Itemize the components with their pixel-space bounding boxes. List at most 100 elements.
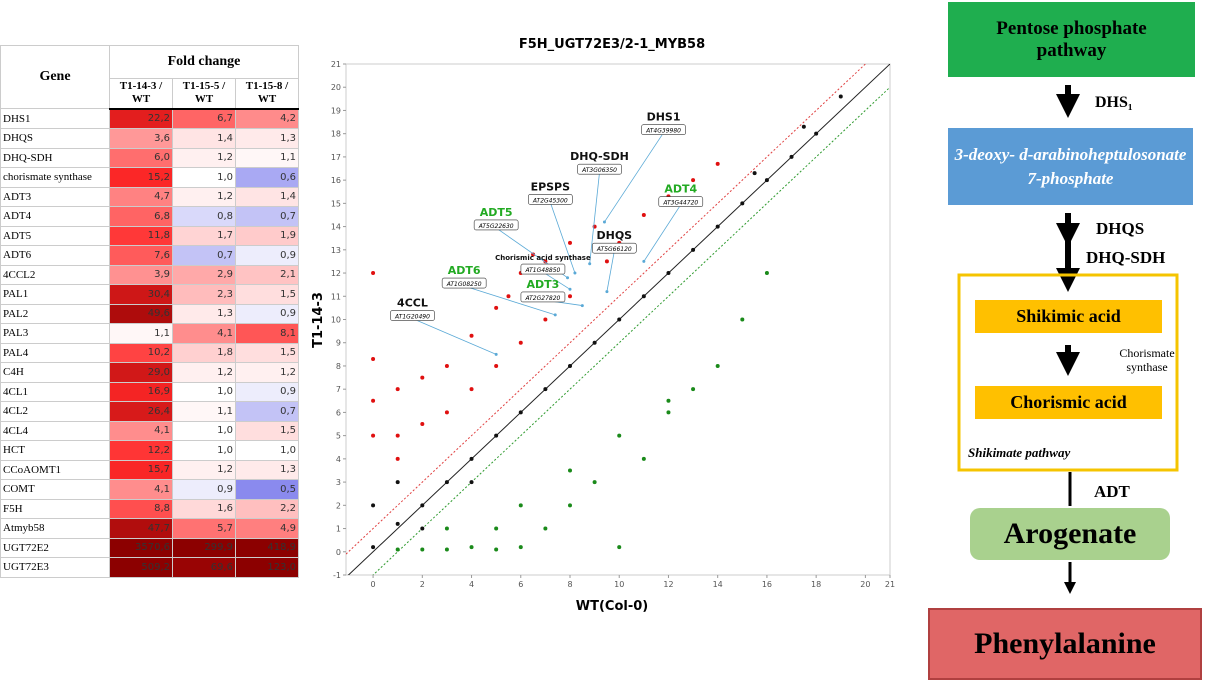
point xyxy=(420,422,425,427)
fold-change-cell: 4,1 xyxy=(172,323,236,344)
gene-name: ADT5 xyxy=(0,225,110,246)
table-row: PAL3 1,1 4,1 8,1 xyxy=(0,323,299,344)
annotation-label: DHQ-SDH xyxy=(570,150,629,163)
fold-change-cell: 12,2 xyxy=(109,440,173,461)
point xyxy=(691,178,696,183)
gene-name: ADT3 xyxy=(0,186,110,207)
y-tick-label: 14 xyxy=(331,223,341,232)
table-row: C4H 29,0 1,2 1,2 xyxy=(0,362,299,383)
y-tick-label: 9 xyxy=(336,339,341,348)
point xyxy=(604,259,609,264)
fold-change-cell: 1,0 xyxy=(235,440,299,461)
x-tick-label: 12 xyxy=(663,580,673,589)
fold-change-cell: 30,4 xyxy=(109,284,173,305)
pathway-node: Chorismic acid xyxy=(975,386,1162,419)
x-tick-label: 21 xyxy=(885,580,895,589)
point xyxy=(469,387,474,392)
fold-change-cell: 2,3 xyxy=(172,284,236,305)
gene-name: COMT xyxy=(0,479,110,500)
point xyxy=(764,178,769,183)
table-row: PAL4 10,2 1,8 1,5 xyxy=(0,342,299,363)
table-row: ADT3 4,7 1,2 1,4 xyxy=(0,186,299,207)
point xyxy=(518,410,523,415)
annotation-target xyxy=(566,276,570,280)
table-row: COMT 4,1 0,9 0,5 xyxy=(0,479,299,500)
fold-change-cell: 8,8 xyxy=(109,498,173,519)
gene-name: Atmyb58 xyxy=(0,518,110,539)
enzyme-label: Chorismate synthase xyxy=(1119,346,1175,374)
point xyxy=(715,161,720,166)
y-tick-label: 11 xyxy=(331,292,341,301)
x-tick-label: 2 xyxy=(420,580,425,589)
fold-change-cell: 418,9 xyxy=(235,537,299,558)
point xyxy=(764,271,769,276)
table-row: chorismate synthase 15,2 1,0 0,6 xyxy=(0,167,299,188)
reference-line xyxy=(372,86,890,575)
annotation-id: AT5G66120 xyxy=(596,246,632,253)
x-tick-label: 4 xyxy=(469,580,474,589)
fold-change-cell: 0,6 xyxy=(235,167,299,188)
point xyxy=(568,468,572,473)
point xyxy=(691,387,696,392)
annotation-leader xyxy=(549,202,576,274)
fold-change-cell: 1,2 xyxy=(235,362,299,383)
gene-name: C4H xyxy=(0,362,110,383)
gene-name: UGT72E3 xyxy=(0,557,110,578)
point xyxy=(371,398,376,403)
fold-change-cell: 1,5 xyxy=(235,420,299,441)
point xyxy=(518,503,523,508)
point xyxy=(543,259,548,264)
fold-change-cell: 26,4 xyxy=(109,401,173,422)
fold-change-cell: 4,7 xyxy=(109,186,173,207)
annotation-target xyxy=(580,304,584,308)
y-tick-label: 18 xyxy=(331,130,341,139)
gene-name: HCT xyxy=(0,440,110,461)
annotation-id: AT3G06350 xyxy=(581,167,617,174)
table-row: 4CL1 16,9 1,0 0,9 xyxy=(0,381,299,402)
gene-name: ADT4 xyxy=(0,206,110,227)
fold-change-table: Gene Fold change T1-14-3 / WT T1-15-5 / WT T… xyxy=(0,44,299,578)
fold-change-cell: 0,7 xyxy=(172,245,236,266)
annotation-id: AT2G45300 xyxy=(532,197,568,204)
fold-change-cell: 1,2 xyxy=(172,362,236,383)
point xyxy=(568,363,572,368)
x-tick-label: 0 xyxy=(371,580,376,589)
y-tick-label: 13 xyxy=(331,246,341,255)
pathway-node: Shikimic acid xyxy=(975,300,1162,333)
fold-change-cell: 1,1 xyxy=(172,401,236,422)
fold-change-cell: 69,6 xyxy=(172,557,236,578)
point xyxy=(518,340,523,345)
point xyxy=(371,545,376,550)
annotation-leader xyxy=(606,251,615,292)
point xyxy=(617,433,622,438)
fold-change-cell: 509,2 xyxy=(109,557,173,578)
y-tick-label: 17 xyxy=(331,153,341,162)
pathway-node: Pentose phosphate pathway xyxy=(948,2,1195,77)
gene-name: PAL1 xyxy=(0,284,110,305)
fold-change-cell: 4,1 xyxy=(109,420,173,441)
point xyxy=(691,247,696,252)
gene-name: PAL2 xyxy=(0,303,110,324)
point xyxy=(444,410,449,415)
annotation-box xyxy=(528,194,573,205)
fold-change-cell: 1,5 xyxy=(235,342,299,363)
point xyxy=(617,545,622,550)
annotation-label: ADT4 xyxy=(664,183,697,196)
fold-change-cell: 10,2 xyxy=(109,342,173,363)
point xyxy=(568,294,572,299)
scatter-chart: F5H_UGT72E3/2-1_MYB58 WT(Col-0) T1-14-3 … xyxy=(311,37,895,614)
fold-change-cell: 1,0 xyxy=(172,381,236,402)
point xyxy=(801,124,806,129)
reference-line xyxy=(346,64,867,555)
point xyxy=(506,294,511,299)
point xyxy=(469,480,474,485)
point xyxy=(371,433,376,438)
table-row: DHS1 22,2 6,7 4,2 xyxy=(0,108,299,129)
point xyxy=(371,356,376,361)
y-tick-label: 19 xyxy=(331,106,341,115)
y-tick-label: 20 xyxy=(331,83,341,92)
fold-change-cell: 15,7 xyxy=(109,459,173,480)
y-tick-label: 1 xyxy=(336,525,341,534)
point xyxy=(641,294,646,299)
